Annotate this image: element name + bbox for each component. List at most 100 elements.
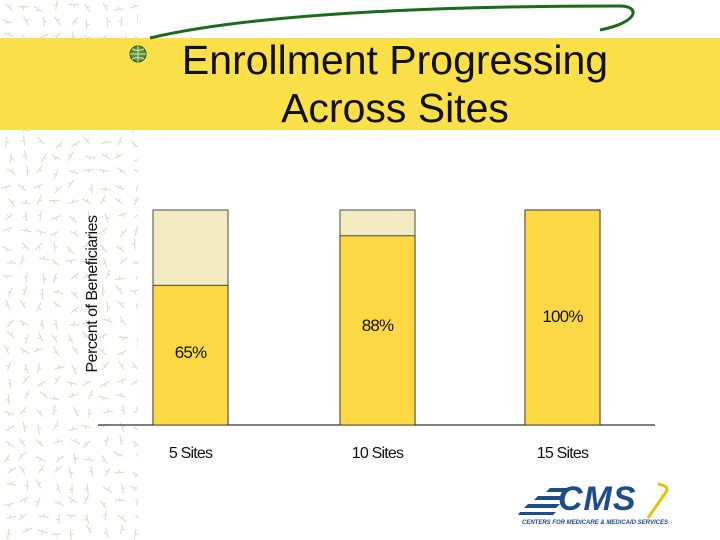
pattern-stroke: [105, 269, 111, 279]
pattern-stroke: [49, 395, 60, 401]
pattern-stroke: [99, 227, 108, 235]
pattern-stroke: [98, 395, 109, 401]
pattern-stroke: [81, 258, 92, 264]
pattern-stroke: [68, 199, 79, 205]
pattern-stroke: [81, 319, 92, 325]
pattern-stroke: [53, 420, 60, 430]
bar: [152, 284, 229, 426]
pattern-stroke: [36, 456, 46, 462]
pattern-stroke: [69, 230, 79, 237]
pattern-stroke: [33, 6, 44, 13]
pattern-stroke: [69, 529, 74, 540]
pattern-stroke: [101, 153, 111, 160]
pattern-stroke: [54, 185, 62, 194]
pattern-stroke: [39, 391, 48, 400]
pattern-stroke: [51, 154, 61, 161]
swoosh-decoration: [149, 4, 635, 40]
pattern-stroke: [53, 438, 64, 444]
pattern-stroke: [40, 153, 47, 163]
pattern-stroke: [131, 361, 138, 371]
pattern-stroke: [3, 31, 14, 37]
pattern-stroke: [114, 197, 124, 205]
pattern-stroke: [7, 378, 12, 389]
pattern-stroke: [102, 258, 108, 269]
pattern-stroke: [119, 422, 125, 432]
pattern-stroke: [51, 533, 62, 537]
pattern-stroke: [87, 359, 94, 369]
pattern-stroke: [24, 389, 31, 399]
pattern-stroke: [2, 226, 13, 233]
pattern-stroke: [37, 529, 48, 535]
pattern-stroke: [116, 378, 127, 384]
pattern-stroke: [53, 0, 59, 11]
pattern-stroke: [84, 287, 93, 296]
pattern-stroke: [18, 513, 27, 521]
pattern-stroke: [136, 335, 138, 342]
pattern-stroke: [131, 239, 136, 250]
pattern-stroke: [21, 200, 32, 205]
pattern-stroke: [67, 334, 74, 344]
pattern-stroke: [26, 166, 31, 177]
pattern-stroke: [88, 344, 95, 355]
pattern-stroke: [5, 299, 11, 310]
pattern-stroke: [73, 453, 78, 464]
pattern-stroke: [35, 497, 41, 508]
pattern-stroke: [22, 375, 30, 385]
pattern-stroke: [133, 226, 138, 237]
pattern-stroke: [100, 186, 111, 191]
pattern-stroke: [35, 439, 44, 447]
pattern-stroke: [85, 524, 92, 534]
pattern-stroke: [118, 336, 129, 341]
pattern-stroke: [118, 16, 123, 27]
pattern-stroke: [35, 302, 42, 313]
pattern-stroke: [49, 231, 59, 237]
pattern-stroke: [135, 183, 138, 192]
pattern-stroke: [8, 198, 16, 207]
pattern-stroke: [133, 168, 138, 173]
pattern-stroke: [117, 212, 128, 218]
pattern-stroke: [85, 19, 90, 30]
pattern-stroke: [67, 151, 74, 162]
pattern-stroke: [37, 136, 45, 145]
y-axis-label: Percent of Beneficiaries: [84, 215, 101, 372]
pattern-stroke: [9, 153, 14, 164]
pattern-stroke: [114, 275, 125, 281]
category-label: 5 Sites: [169, 445, 213, 462]
pattern-stroke: [37, 363, 42, 374]
pattern-stroke: [4, 137, 10, 148]
slide-title: Enrollment Progressing Across Sites: [150, 36, 640, 132]
pattern-stroke: [130, 379, 138, 386]
pattern-stroke: [68, 468, 74, 478]
pattern-stroke: [23, 272, 28, 283]
pattern-stroke: [130, 140, 138, 149]
pattern-stroke: [22, 527, 33, 533]
pattern-stroke: [37, 332, 44, 342]
pattern-stroke: [100, 500, 107, 510]
pattern-stroke: [103, 436, 109, 447]
pattern-stroke: [116, 300, 125, 309]
pattern-stroke: [51, 333, 58, 343]
pattern-stroke: [3, 454, 11, 463]
pattern-stroke: [51, 258, 60, 267]
pattern-stroke: [88, 466, 94, 477]
pattern-stroke: [6, 361, 12, 372]
pattern-stroke: [70, 438, 81, 445]
pattern-stroke: [68, 215, 78, 223]
pattern-stroke: [135, 275, 138, 280]
pattern-stroke: [37, 464, 45, 474]
pattern-stroke: [132, 260, 138, 264]
pattern-stroke: [18, 451, 26, 460]
pattern-stroke: [4, 502, 15, 508]
pattern-stroke: [129, 3, 138, 9]
pattern-stroke: [70, 291, 79, 299]
pattern-stroke: [19, 406, 28, 415]
data-label: 88%: [362, 316, 394, 335]
pattern-stroke: [102, 408, 113, 414]
pattern-stroke: [85, 155, 96, 161]
pattern-stroke: [87, 230, 97, 237]
pattern-stroke: [82, 242, 93, 248]
pattern-stroke: [116, 136, 123, 146]
pattern-stroke: [101, 139, 112, 145]
pattern-stroke: [53, 273, 59, 284]
